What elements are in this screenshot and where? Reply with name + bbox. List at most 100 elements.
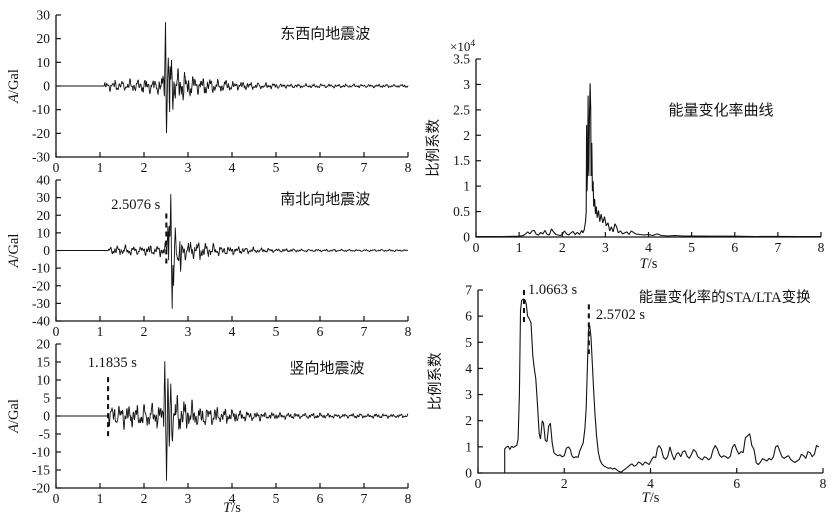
- svg-text:8: 8: [405, 324, 412, 339]
- chart-sta-lta-transform: 0 1 2 3 4 5 6 7 0 2 4 6 8 比例系数 T/s 1.0663 s 2.5702 s能量变化…: [427, 282, 827, 506]
- svg-text:10: 10: [37, 373, 51, 388]
- svg-text:6: 6: [317, 324, 324, 339]
- svg-text:5: 5: [273, 324, 280, 339]
- svg-text:30: 30: [37, 190, 51, 205]
- svg-text:2: 2: [559, 240, 566, 255]
- svg-text:7: 7: [465, 283, 472, 298]
- svg-text:-10: -10: [32, 102, 50, 117]
- svg-text:-20: -20: [32, 481, 50, 496]
- svg-text:6: 6: [731, 240, 738, 255]
- svg-text:10: 10: [37, 55, 51, 70]
- svg-text:2: 2: [141, 160, 148, 175]
- svg-text:-40: -40: [32, 314, 50, 329]
- svg-text:3: 3: [185, 491, 192, 506]
- svg-text:8: 8: [818, 240, 825, 255]
- svg-text:4: 4: [645, 240, 652, 255]
- svg-text:3: 3: [185, 324, 192, 339]
- svg-text:A/Gal: A/Gal: [6, 234, 22, 269]
- svg-text:40: 40: [37, 173, 51, 188]
- svg-text:2.5: 2.5: [453, 102, 470, 117]
- svg-text:4: 4: [229, 491, 236, 506]
- svg-text:1: 1: [97, 160, 104, 175]
- svg-text:1.1835 s: 1.1835 s: [88, 355, 138, 371]
- svg-text:-10: -10: [32, 261, 50, 276]
- chart-vertical-wave: -20 -15 -10 -5 0 5 10 15 20 0 1 2 3 4 5 6 7 8 A/Gal T/s 1.18…: [6, 337, 412, 517]
- svg-text:-30: -30: [32, 150, 50, 165]
- svg-text:0: 0: [53, 160, 60, 175]
- svg-text:2: 2: [141, 491, 148, 506]
- svg-text:0: 0: [463, 230, 470, 245]
- chart-energy-rate-curve: 0 0.5 1 1.5 2 2.5 3 3.5 0 1 2 3 4 5 6 7 8 比例系数 T/s ×104 能量变化…: [425, 39, 825, 272]
- svg-text:3.5: 3.5: [453, 52, 470, 67]
- svg-text:20: 20: [37, 31, 51, 46]
- svg-text:能量变化率的STA/LTA变换: 能量变化率的STA/LTA变换: [639, 289, 811, 306]
- svg-text:8: 8: [405, 491, 412, 506]
- svg-text:0: 0: [53, 491, 60, 506]
- svg-text:2: 2: [465, 413, 472, 428]
- svg-text:1: 1: [97, 491, 104, 506]
- svg-text:-20: -20: [32, 126, 50, 141]
- svg-text:A/Gal: A/Gal: [6, 69, 22, 104]
- svg-text:6: 6: [465, 309, 472, 324]
- svg-text:4: 4: [229, 324, 236, 339]
- svg-text:5: 5: [465, 335, 472, 350]
- svg-text:1: 1: [97, 324, 104, 339]
- svg-text:1.0663 s: 1.0663 s: [528, 282, 578, 298]
- svg-text:2.5702 s: 2.5702 s: [596, 307, 646, 323]
- svg-text:0: 0: [465, 466, 472, 481]
- svg-text:0: 0: [475, 476, 482, 491]
- svg-text:0: 0: [473, 240, 480, 255]
- svg-text:0: 0: [43, 79, 50, 94]
- svg-text:10: 10: [37, 225, 51, 240]
- svg-text:3: 3: [465, 387, 472, 402]
- svg-text:5: 5: [688, 240, 695, 255]
- svg-text:-30: -30: [32, 296, 50, 311]
- svg-text:4: 4: [465, 361, 472, 376]
- svg-text:5: 5: [273, 160, 280, 175]
- svg-text:20: 20: [37, 337, 51, 352]
- svg-text:T/s: T/s: [642, 490, 660, 506]
- svg-text:2: 2: [141, 324, 148, 339]
- svg-text:4: 4: [229, 160, 236, 175]
- svg-text:-15: -15: [32, 463, 50, 478]
- svg-text:3: 3: [602, 240, 609, 255]
- svg-text:0: 0: [43, 243, 50, 258]
- svg-text:6: 6: [317, 160, 324, 175]
- svg-text:7: 7: [361, 160, 368, 175]
- svg-text:2.5076 s: 2.5076 s: [111, 197, 161, 213]
- chart-north-south-wave: -40 -30 -20 -10 0 10 20 30 40 0 1 2 3 4 5 6 7 8 A/Gal 2.507…: [6, 173, 412, 340]
- svg-text:6: 6: [733, 476, 740, 491]
- svg-text:7: 7: [361, 324, 368, 339]
- chart-east-west-wave: -30 -20 -10 0 10 20 30 0 1 2 3 4 5 6 7 8 A/Gal 东西向地震波: [6, 8, 412, 176]
- svg-text:6: 6: [317, 491, 324, 506]
- svg-text:0: 0: [43, 409, 50, 424]
- svg-text:15: 15: [37, 355, 51, 370]
- svg-text:2: 2: [561, 476, 568, 491]
- svg-text:×104: ×104: [450, 39, 475, 54]
- svg-text:-10: -10: [32, 445, 50, 460]
- svg-text:20: 20: [37, 208, 51, 223]
- svg-text:竖向地震波: 竖向地震波: [290, 360, 365, 377]
- svg-text:7: 7: [361, 491, 368, 506]
- svg-text:南北向地震波: 南北向地震波: [280, 191, 370, 208]
- svg-text:3: 3: [463, 77, 470, 92]
- svg-text:1: 1: [463, 179, 470, 194]
- svg-text:-20: -20: [32, 278, 50, 293]
- svg-text:5: 5: [273, 491, 280, 506]
- svg-text:能量变化率曲线: 能量变化率曲线: [668, 102, 773, 119]
- svg-text:1: 1: [465, 439, 472, 454]
- svg-text:7: 7: [775, 240, 782, 255]
- svg-text:5: 5: [43, 391, 50, 406]
- svg-text:4: 4: [647, 476, 654, 491]
- svg-text:A/Gal: A/Gal: [6, 399, 22, 434]
- svg-text:1.5: 1.5: [453, 153, 470, 168]
- svg-text:2: 2: [463, 128, 470, 143]
- svg-text:0: 0: [53, 324, 60, 339]
- svg-text:T/s: T/s: [640, 256, 658, 272]
- svg-text:-5: -5: [39, 427, 50, 442]
- svg-text:8: 8: [405, 160, 412, 175]
- svg-text:东西向地震波: 东西向地震波: [280, 26, 370, 43]
- svg-text:30: 30: [37, 8, 51, 23]
- svg-text:1: 1: [516, 240, 523, 255]
